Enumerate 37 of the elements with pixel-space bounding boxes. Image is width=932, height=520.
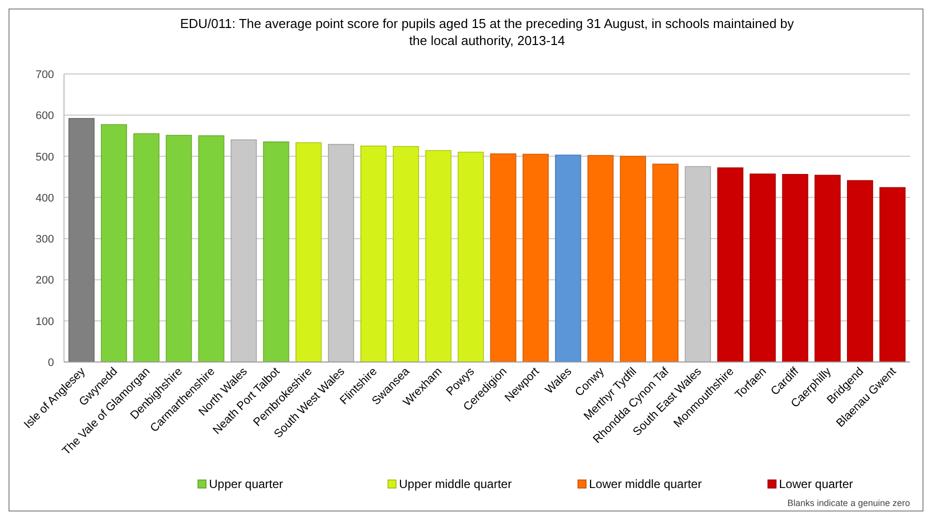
bar bbox=[750, 174, 776, 362]
bar bbox=[717, 167, 744, 362]
legend-label: Lower middle quarter bbox=[589, 477, 702, 491]
bar bbox=[133, 133, 160, 362]
bar bbox=[814, 174, 841, 362]
bar bbox=[425, 150, 452, 362]
y-tick-label: 200 bbox=[36, 274, 54, 287]
bar bbox=[296, 142, 322, 362]
bar bbox=[587, 155, 614, 362]
bar bbox=[782, 174, 808, 362]
chart-title: EDU/011: The average point score for pupils aged 15 at the preceding 31 August, in schools maintained by the local authority, 2013-14 bbox=[180, 16, 794, 48]
y-tick-label: 100 bbox=[36, 316, 54, 328]
legend-label: Upper middle quarter bbox=[399, 477, 512, 491]
bar bbox=[360, 146, 387, 362]
bar bbox=[555, 154, 582, 362]
text: Blanks indicate a genuine zero bbox=[787, 498, 910, 508]
bar bbox=[522, 154, 549, 362]
bar bbox=[879, 187, 906, 362]
bar bbox=[263, 141, 290, 362]
bar bbox=[100, 124, 128, 362]
bar bbox=[458, 152, 484, 362]
y-tick-label: 600 bbox=[36, 110, 54, 122]
bar bbox=[166, 134, 192, 362]
legend-label: Upper quarter bbox=[209, 477, 284, 491]
legend-label: Lower quarter bbox=[779, 477, 854, 491]
bar bbox=[392, 146, 419, 362]
bar bbox=[490, 153, 516, 362]
bar bbox=[652, 164, 678, 362]
y-tick-label: 300 bbox=[36, 234, 54, 246]
bar bbox=[68, 118, 95, 362]
bar bbox=[846, 180, 874, 362]
bar bbox=[620, 156, 646, 362]
y-tick-label: 0 bbox=[48, 357, 54, 369]
y-tick-label: 500 bbox=[36, 151, 54, 164]
bar bbox=[198, 135, 224, 362]
y-tick-label: 400 bbox=[36, 192, 54, 204]
y-tick-label: 700 bbox=[36, 69, 54, 81]
